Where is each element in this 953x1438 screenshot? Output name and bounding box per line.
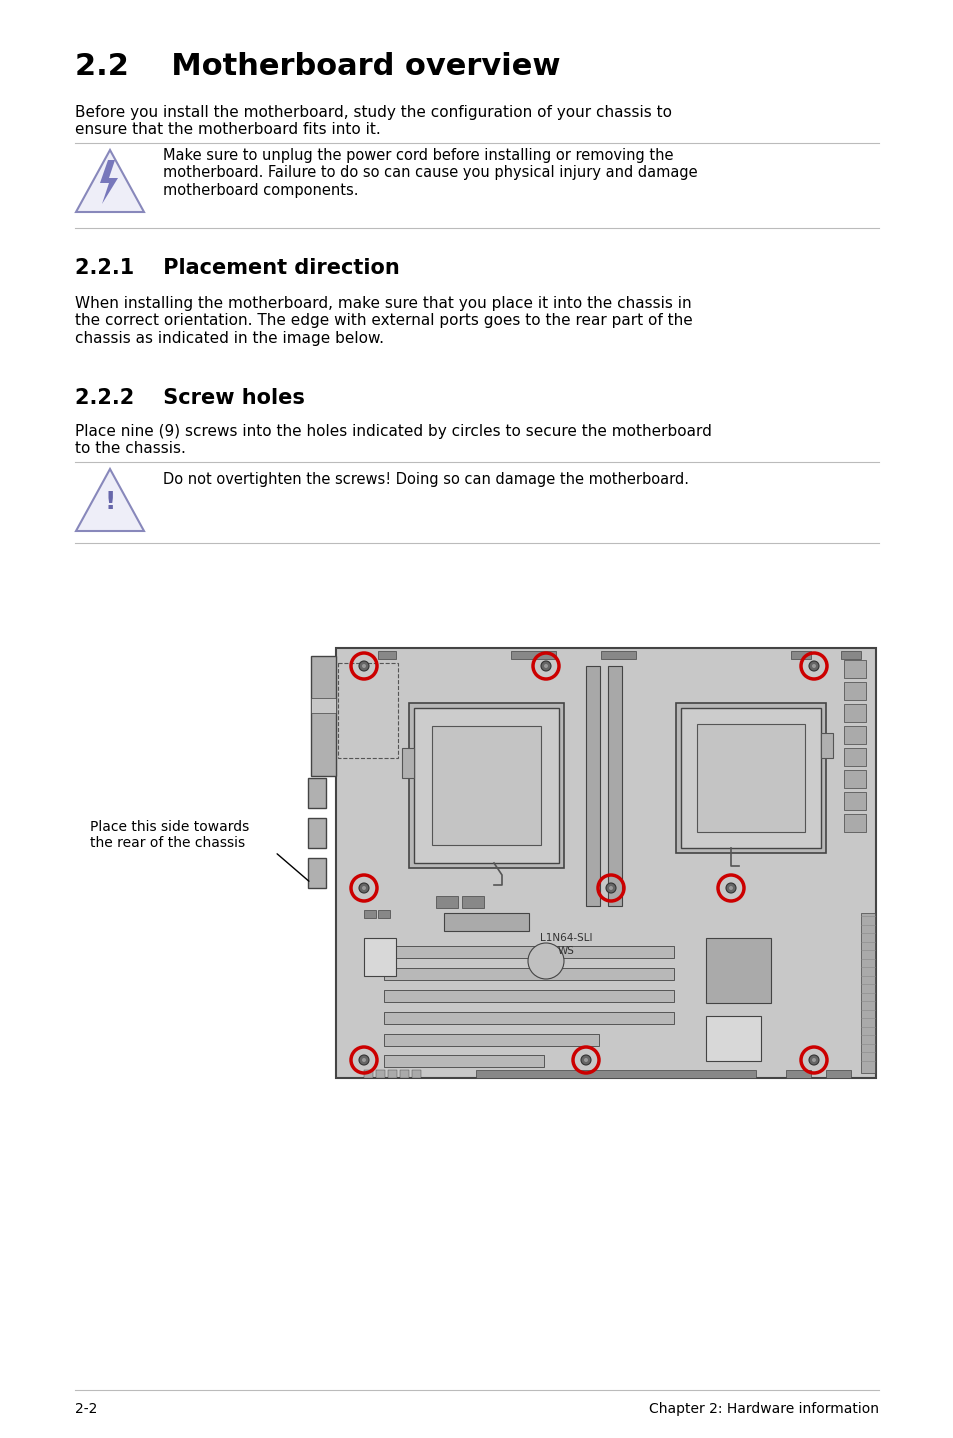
Bar bbox=[311, 656, 335, 777]
Bar bbox=[705, 1017, 760, 1061]
Circle shape bbox=[361, 1058, 366, 1063]
Text: !: ! bbox=[104, 490, 115, 513]
Bar bbox=[384, 989, 673, 1002]
Bar bbox=[308, 818, 326, 848]
Bar bbox=[384, 1055, 543, 1067]
Bar bbox=[843, 726, 865, 743]
Bar bbox=[384, 968, 673, 981]
Bar bbox=[364, 1070, 373, 1078]
Bar bbox=[375, 1070, 385, 1078]
Bar bbox=[861, 913, 874, 1073]
Circle shape bbox=[608, 886, 613, 890]
Bar bbox=[825, 1070, 850, 1078]
Bar bbox=[461, 896, 483, 907]
Circle shape bbox=[361, 886, 366, 890]
Circle shape bbox=[605, 883, 616, 893]
Bar bbox=[412, 1070, 420, 1078]
Bar bbox=[843, 660, 865, 677]
Bar bbox=[308, 778, 326, 808]
Text: Place this side towards
the rear of the chassis: Place this side towards the rear of the … bbox=[90, 820, 249, 850]
Bar bbox=[335, 649, 875, 1078]
Text: Place nine (9) screws into the holes indicated by circles to secure the motherbo: Place nine (9) screws into the holes ind… bbox=[75, 424, 711, 456]
Bar bbox=[843, 792, 865, 810]
Bar bbox=[843, 814, 865, 833]
Text: 2.2.2    Screw holes: 2.2.2 Screw holes bbox=[75, 388, 305, 408]
Bar bbox=[600, 651, 636, 659]
Circle shape bbox=[361, 664, 366, 669]
Polygon shape bbox=[76, 150, 144, 211]
Bar bbox=[843, 682, 865, 700]
Bar bbox=[414, 707, 558, 863]
Bar bbox=[843, 748, 865, 766]
Bar bbox=[476, 1070, 755, 1078]
Polygon shape bbox=[100, 160, 118, 204]
Bar bbox=[676, 703, 825, 853]
Circle shape bbox=[811, 664, 815, 669]
Bar bbox=[384, 1034, 598, 1045]
Circle shape bbox=[808, 661, 818, 672]
Polygon shape bbox=[76, 469, 144, 531]
Bar bbox=[585, 666, 599, 906]
Text: Chapter 2: Hardware information: Chapter 2: Hardware information bbox=[648, 1402, 878, 1416]
Text: Do not overtighten the screws! Doing so can damage the motherboard.: Do not overtighten the screws! Doing so … bbox=[163, 472, 688, 487]
Text: Make sure to unplug the power cord before installing or removing the
motherboard: Make sure to unplug the power cord befor… bbox=[163, 148, 697, 198]
Bar bbox=[680, 707, 821, 848]
Circle shape bbox=[540, 661, 551, 672]
Bar bbox=[311, 697, 335, 713]
Circle shape bbox=[527, 943, 563, 979]
Bar bbox=[785, 1070, 810, 1078]
Bar bbox=[401, 748, 414, 778]
Bar bbox=[409, 703, 563, 869]
Text: Before you install the motherboard, study the configuration of your chassis to
e: Before you install the motherboard, stud… bbox=[75, 105, 671, 138]
Bar bbox=[843, 705, 865, 722]
Circle shape bbox=[725, 883, 735, 893]
Circle shape bbox=[580, 1055, 590, 1066]
Text: 2.2    Motherboard overview: 2.2 Motherboard overview bbox=[75, 52, 560, 81]
Text: WS: WS bbox=[557, 946, 574, 956]
Circle shape bbox=[811, 1058, 815, 1063]
Circle shape bbox=[808, 1055, 818, 1066]
Bar bbox=[388, 1070, 396, 1078]
Circle shape bbox=[543, 664, 547, 669]
Bar bbox=[790, 651, 810, 659]
Bar bbox=[705, 938, 770, 1002]
Circle shape bbox=[583, 1058, 587, 1063]
Bar bbox=[432, 726, 540, 846]
Text: 2-2: 2-2 bbox=[75, 1402, 97, 1416]
Bar bbox=[607, 666, 621, 906]
Bar bbox=[377, 910, 390, 917]
Bar bbox=[841, 651, 861, 659]
Bar bbox=[377, 651, 395, 659]
Circle shape bbox=[358, 661, 369, 672]
Bar bbox=[443, 913, 529, 930]
Bar bbox=[337, 663, 397, 758]
Text: 2.2.1    Placement direction: 2.2.1 Placement direction bbox=[75, 257, 399, 278]
Bar bbox=[384, 1012, 673, 1024]
Text: L1N64-SLI: L1N64-SLI bbox=[539, 933, 592, 943]
Bar bbox=[384, 946, 673, 958]
Circle shape bbox=[358, 883, 369, 893]
Bar bbox=[364, 938, 395, 976]
Bar bbox=[399, 1070, 409, 1078]
Bar bbox=[697, 723, 804, 833]
Circle shape bbox=[728, 886, 732, 890]
Circle shape bbox=[358, 1055, 369, 1066]
Bar bbox=[511, 651, 556, 659]
Bar bbox=[821, 733, 832, 758]
Bar bbox=[436, 896, 457, 907]
Bar bbox=[843, 769, 865, 788]
Text: When installing the motherboard, make sure that you place it into the chassis in: When installing the motherboard, make su… bbox=[75, 296, 692, 345]
Bar bbox=[308, 858, 326, 889]
Bar bbox=[364, 910, 375, 917]
